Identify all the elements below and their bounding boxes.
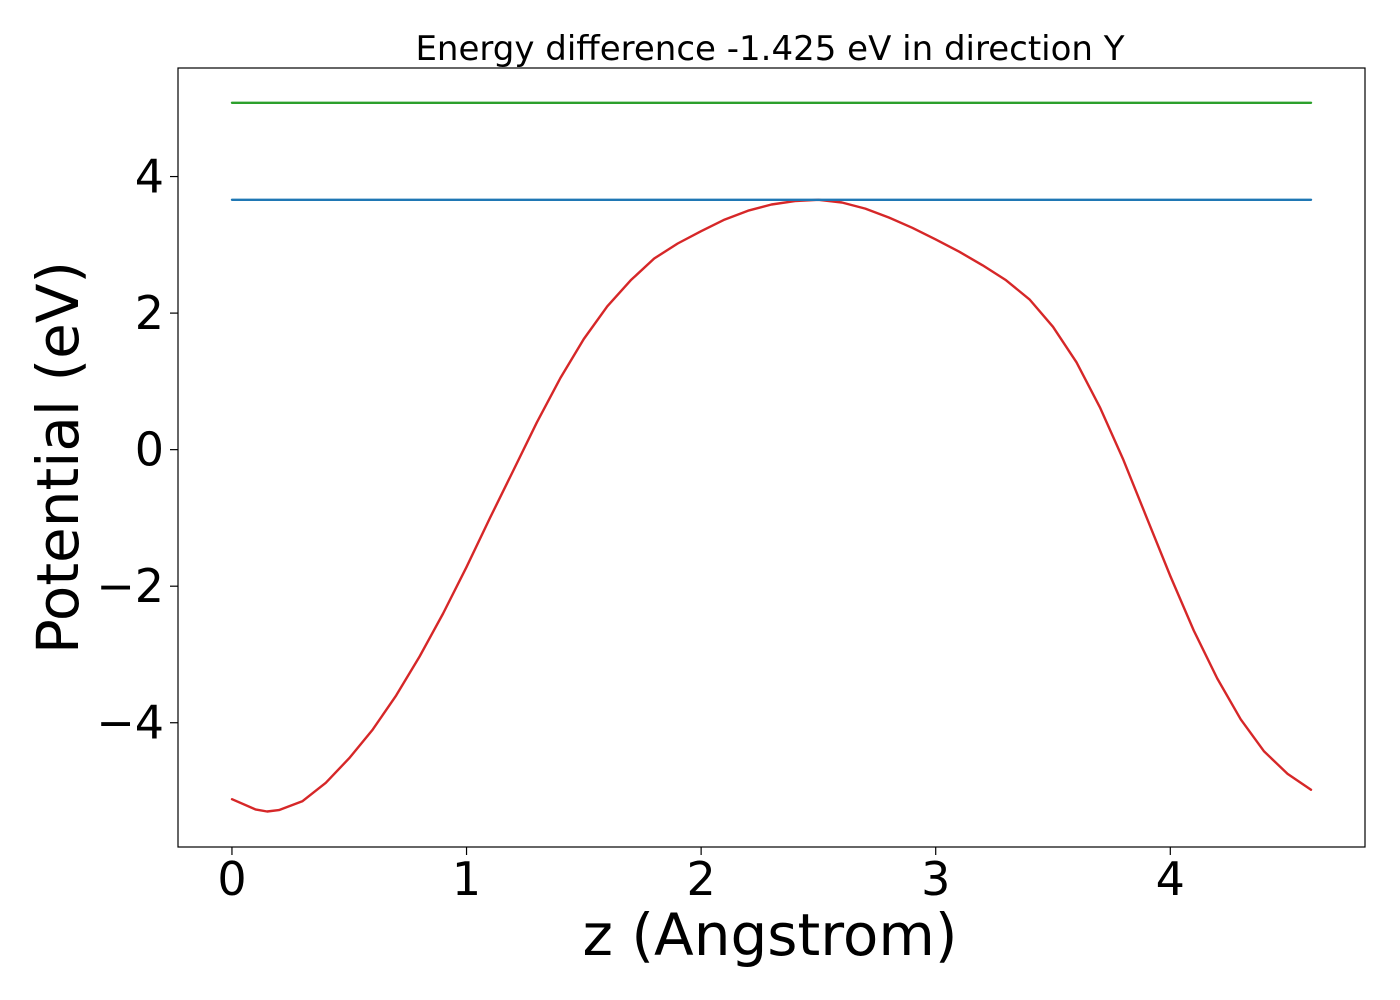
y-axis: −4 −2 0 2 4: [96, 150, 178, 750]
y-tick-label: 2: [135, 286, 164, 340]
x-axis-label: z (Angstrom): [583, 901, 958, 969]
y-tick-label: 4: [135, 150, 164, 204]
y-tick-label: −4: [96, 696, 164, 750]
x-tick-label: 4: [1156, 852, 1185, 906]
series-layer: [230, 101, 1313, 813]
x-tick-label: 0: [217, 852, 246, 906]
x-tick-label: 3: [921, 852, 950, 906]
series-line-0: [230, 198, 1313, 813]
chart-title: Energy difference -1.425 eV in direction…: [415, 29, 1124, 69]
plot-frame: [177, 67, 1366, 848]
x-tick-label: 2: [686, 852, 715, 906]
x-axis: 0 1 2 3 4: [217, 847, 1185, 906]
y-tick-label: −2: [96, 559, 164, 613]
y-axis-label: Potential (eV): [24, 261, 92, 654]
x-tick-label: 1: [452, 852, 481, 906]
y-tick-label: 0: [135, 423, 164, 477]
